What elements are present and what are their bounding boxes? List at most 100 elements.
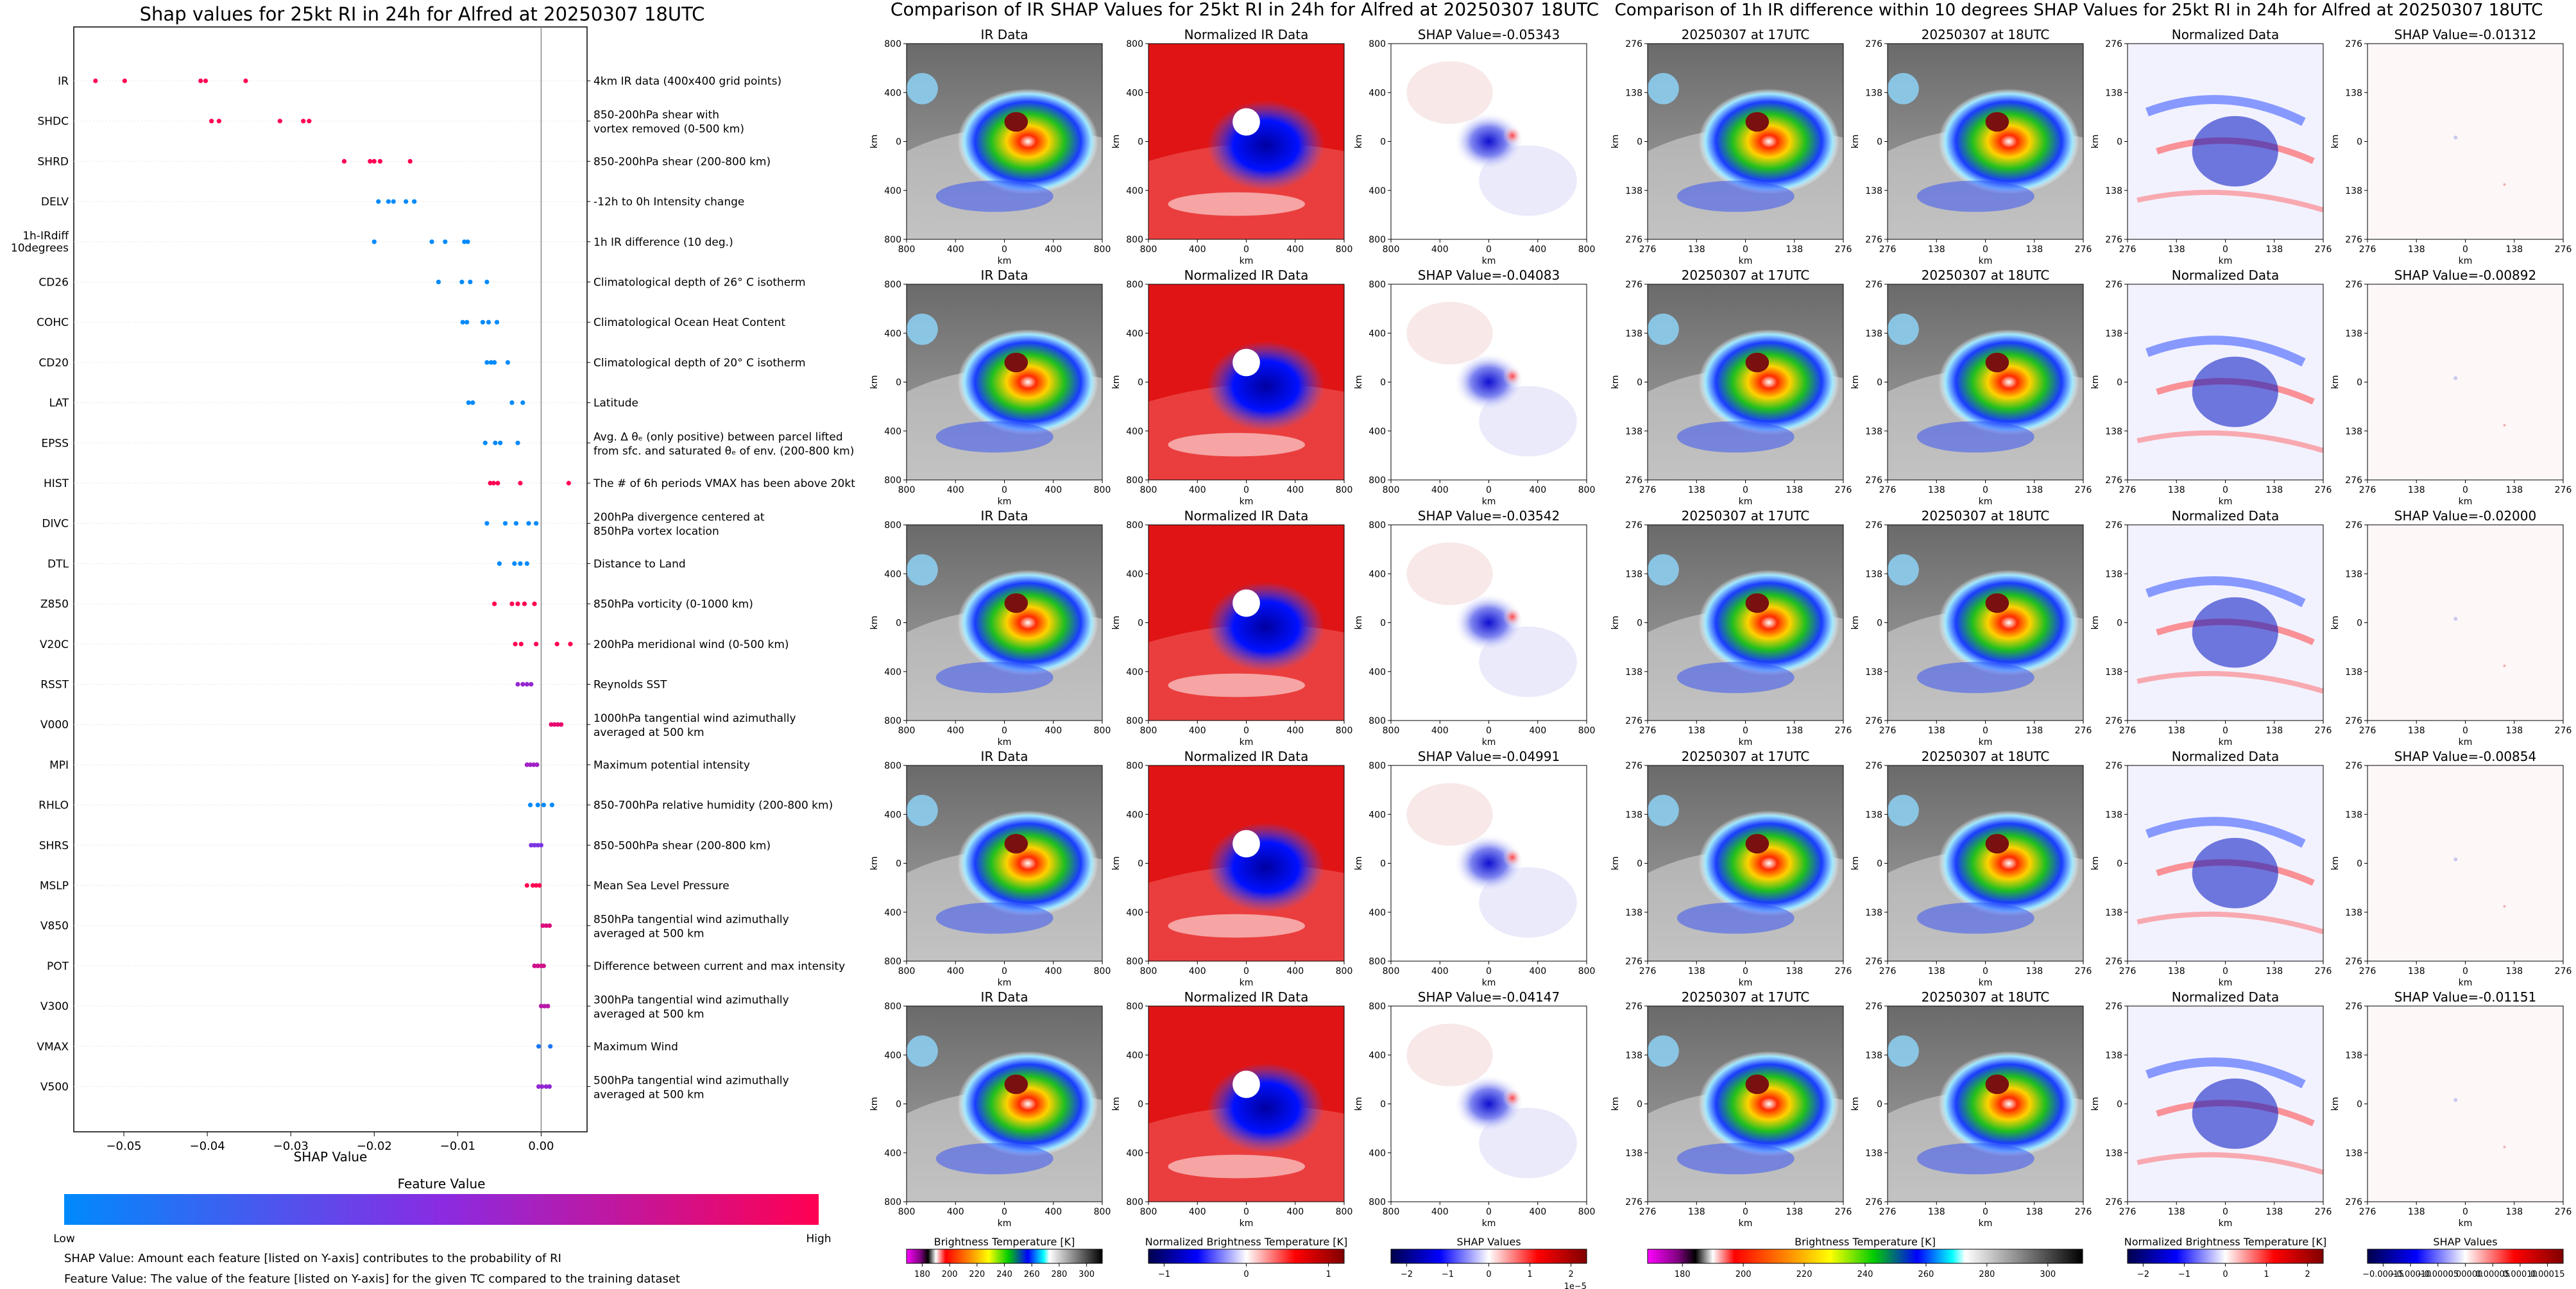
shap-point [460,320,465,325]
panel-title: Normalized Data [2172,749,2280,764]
panel-y-tick-label: 276 [2345,716,2362,726]
shap-point [543,923,549,928]
rain-band [935,902,1053,934]
panel-x-tick-label: 138 [2026,966,2043,977]
panel-y-tick-label: 400 [1369,186,1386,196]
shap-hotspot [1453,1074,1524,1134]
feature-label: MPI [49,759,69,772]
panel-y-tick-label: 400 [884,88,901,98]
feature-description-line: 500hPa tangential wind azimuthally [593,1075,789,1088]
colorbar-tick-label: 0.00015 [2530,1270,2565,1279]
panel-y-tick-label: 400 [1369,810,1386,820]
colorbar-label: SHAP Values [1456,1236,1521,1248]
panel-y-tick-label: 400 [1369,569,1386,579]
shap-point [536,1084,542,1089]
panel-x-tick-label: 800 [1336,485,1353,495]
panel-y-tick-label: 0 [2357,378,2362,388]
shap-point [502,521,508,526]
colorbar-4: Brightness Temperature [K] 180 200 220 240 26… [1647,1236,2083,1279]
colorbar-1: Brightness Temperature [K] 180 200 220 240 26… [906,1236,1103,1279]
panel-y-tick-label: 800 [1126,1002,1143,1012]
panel-normd-row1: 27627613813800138138276276kmkmNormalized… [2090,27,2332,266]
panel-x-tick-label: 800 [1383,485,1400,495]
shap-point [555,722,561,727]
panel-y-tick-label: 800 [884,475,901,486]
panel-x-tick-label: 800 [1094,1207,1111,1217]
panel-x-tick-label: 400 [1286,244,1304,255]
panel-x-tick-label: 276 [2315,1207,2332,1217]
feature-description: Mean Sea Level Pressure [593,880,729,892]
panel-x-tick-label: 800 [898,1207,916,1217]
panel-y-tick-label: 276 [2105,280,2122,290]
panel-y-tick-label: 138 [2345,1050,2362,1061]
panel-y-tick-label: 276 [1625,761,1642,771]
feature-label: RHLO [38,799,69,812]
feature-label-line: 1h-IRdiff [22,230,69,243]
feature-description-line: 300hPa tangential wind azimuthally [593,994,789,1007]
shap-positive-spot [1502,1088,1523,1108]
panel-ylabel: km [1354,1097,1364,1111]
panel-ylabel: km [1354,135,1364,149]
feature-description: Climatological Ocean Heat Content [593,316,785,329]
panel-y-tick-label: 0 [1380,378,1386,388]
panel-x-tick-label: 400 [1431,244,1449,255]
panel-ylabel: km [2090,616,2101,630]
panel-ylabel: km [869,135,880,149]
panel-x-tick-label: 276 [1835,244,1852,255]
panel-x-tick-label: 800 [1336,244,1353,255]
panel-x-tick-label: 276 [1639,966,1657,977]
panel-title: Normalized Data [2172,989,2280,1005]
panel-x-tick-label: 276 [1835,966,1852,977]
panel-xlabel: km [998,978,1012,988]
feature-description: 300hPa tangential wind azimuthally averag… [593,994,789,1021]
colorbar-tick-label: 280 [1051,1270,1067,1279]
panel-ylabel: km [1111,616,1122,630]
diff-streak [2145,576,2306,608]
diff-shap-tint [2367,525,2563,721]
storm-convection [1938,570,2079,676]
panel-y-tick-label: 400 [1369,1148,1386,1159]
feature-description: Climatological depth of 20° C isotherm [593,357,806,370]
feature-label-line: MSLP [40,880,69,892]
shap-point [486,320,491,325]
colorbar-tick-label: 1 [2264,1270,2269,1279]
shap-point [203,78,209,83]
colorbar-tick-label: −1 [1158,1270,1170,1279]
shap-point [491,481,496,486]
panel-x-tick-label: 276 [2119,726,2137,736]
panel-y-tick-label: 138 [2345,667,2362,678]
panel-x-tick-label: 276 [1639,485,1657,495]
colorbar-tick-label: 180 [914,1270,930,1279]
diff-shap-speck [2453,617,2458,621]
panel-y-tick-label: 0 [1637,137,1642,148]
colorbar-tick-label: 1 [1326,1270,1331,1279]
panel-y-tick-label: 0 [896,378,901,388]
panel-y-tick-label: 138 [2345,1148,2362,1159]
panel-x-tick-label: 400 [1045,485,1062,495]
panel-x-tick-label: 400 [1189,1207,1206,1217]
x-tick-label: −0.05 [106,1140,141,1153]
panel-title: Normalized IR Data [1184,749,1309,764]
panel-ylabel: km [2090,857,2101,871]
panel-x-tick-label: 0 [2462,726,2468,736]
shap-halo [1406,1023,1493,1087]
panel-xlabel: km [1482,256,1496,266]
panel-x-tick-label: 800 [1578,726,1596,736]
feature-description: Reynolds SST [593,679,667,692]
shap-point [552,722,557,727]
panel-x-tick-label: 138 [1688,966,1705,977]
panel-y-tick-label: 0 [1637,859,1642,869]
panel-x-tick-label: 400 [947,1207,964,1217]
panel-x-tick-label: 400 [1286,1207,1304,1217]
feature-label-line: DTL [47,558,69,570]
panel-title: IR Data [981,268,1028,283]
panel-title: SHAP Value=-0.04083 [1418,268,1560,283]
shap-point [530,883,536,888]
diff-shap-speck [2503,1145,2506,1148]
panel-y-tick-label: 138 [1865,88,1882,98]
feature-description-line: Maximum potential intensity [593,759,750,772]
